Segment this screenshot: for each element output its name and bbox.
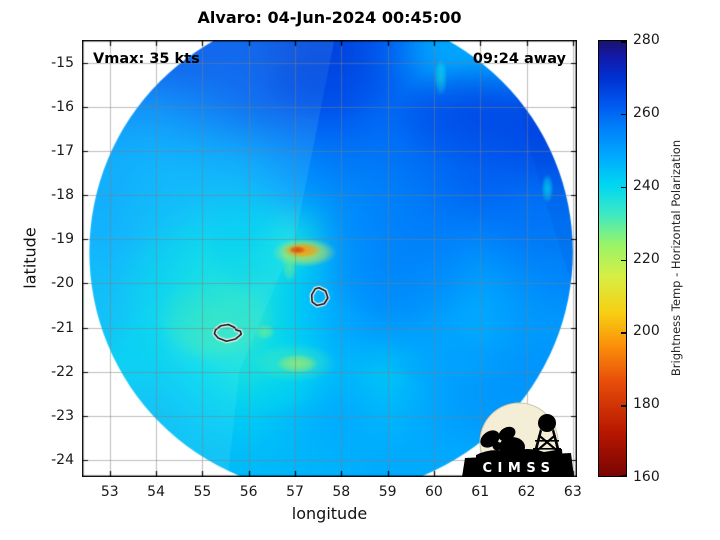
x-tick-label: 61: [471, 484, 490, 500]
colorbar-label: Brightness Temp - Horizontal Polarizatio…: [669, 139, 683, 377]
x-tick-label: 58: [332, 484, 351, 500]
colorbar-tick-label: 180: [633, 396, 660, 413]
y-tick-label: -15: [51, 54, 74, 71]
x-tick-label: 59: [378, 484, 397, 500]
y-tick-label: -18: [51, 187, 74, 204]
vmax-annotation: Vmax: 35 kts: [93, 51, 200, 67]
colorbar-tick-mark: [621, 475, 626, 477]
water-tower-icon: [538, 414, 556, 432]
y-axis-label: latitude: [20, 227, 40, 289]
x-axis-label: longitude: [291, 504, 368, 523]
plot-area: Vmax: 35 kts 09:24 away CIMSS: [82, 40, 577, 477]
y-tick-label: -19: [51, 231, 74, 248]
colorbar-tick-label: 260: [633, 104, 660, 121]
colorbar-tick-mark: [621, 186, 626, 189]
x-tick-label: 53: [100, 484, 119, 500]
x-tick-label: 60: [424, 484, 443, 500]
y-tick-label: -24: [51, 451, 74, 468]
x-tick-label: 57: [286, 484, 304, 500]
y-tick-label: -16: [51, 99, 74, 116]
y-tick-label: -23: [51, 407, 74, 424]
chart-title: Alvaro: 04-Jun-2024 00:45:00: [197, 8, 462, 27]
colorbar-tick-mark: [621, 41, 626, 43]
colorbar-tick-label: 160: [633, 469, 660, 485]
x-tick-label: 62: [517, 484, 536, 500]
colorbar-tick-mark: [621, 332, 626, 334]
cimss-logo: CIMSS: [462, 402, 574, 477]
logo-text: CIMSS: [483, 461, 556, 476]
x-tick-label: 56: [239, 484, 258, 500]
map-canvas: [82, 40, 577, 477]
eta-annotation: 09:24 away: [472, 51, 566, 67]
colorbar-tick-mark: [621, 259, 626, 261]
logo-banner: [462, 453, 574, 477]
colorbar-tick-mark: [621, 113, 626, 116]
x-tick-label: 63: [563, 484, 582, 500]
colorbar-tick-label: 200: [633, 323, 660, 340]
x-tick-label: 54: [147, 484, 165, 500]
y-tick-label: -17: [51, 143, 74, 160]
colorbar: [598, 40, 627, 477]
y-tick-label: -21: [51, 319, 74, 336]
colorbar-tick-mark: [621, 405, 626, 407]
colorbar-tick-label: 220: [633, 250, 660, 267]
y-tick-label: -22: [51, 363, 74, 380]
colorbar-tick-label: 280: [633, 32, 660, 48]
x-tick-label: 55: [193, 484, 212, 500]
colorbar-tick-label: 240: [633, 177, 660, 194]
y-tick-label: -20: [51, 275, 74, 292]
